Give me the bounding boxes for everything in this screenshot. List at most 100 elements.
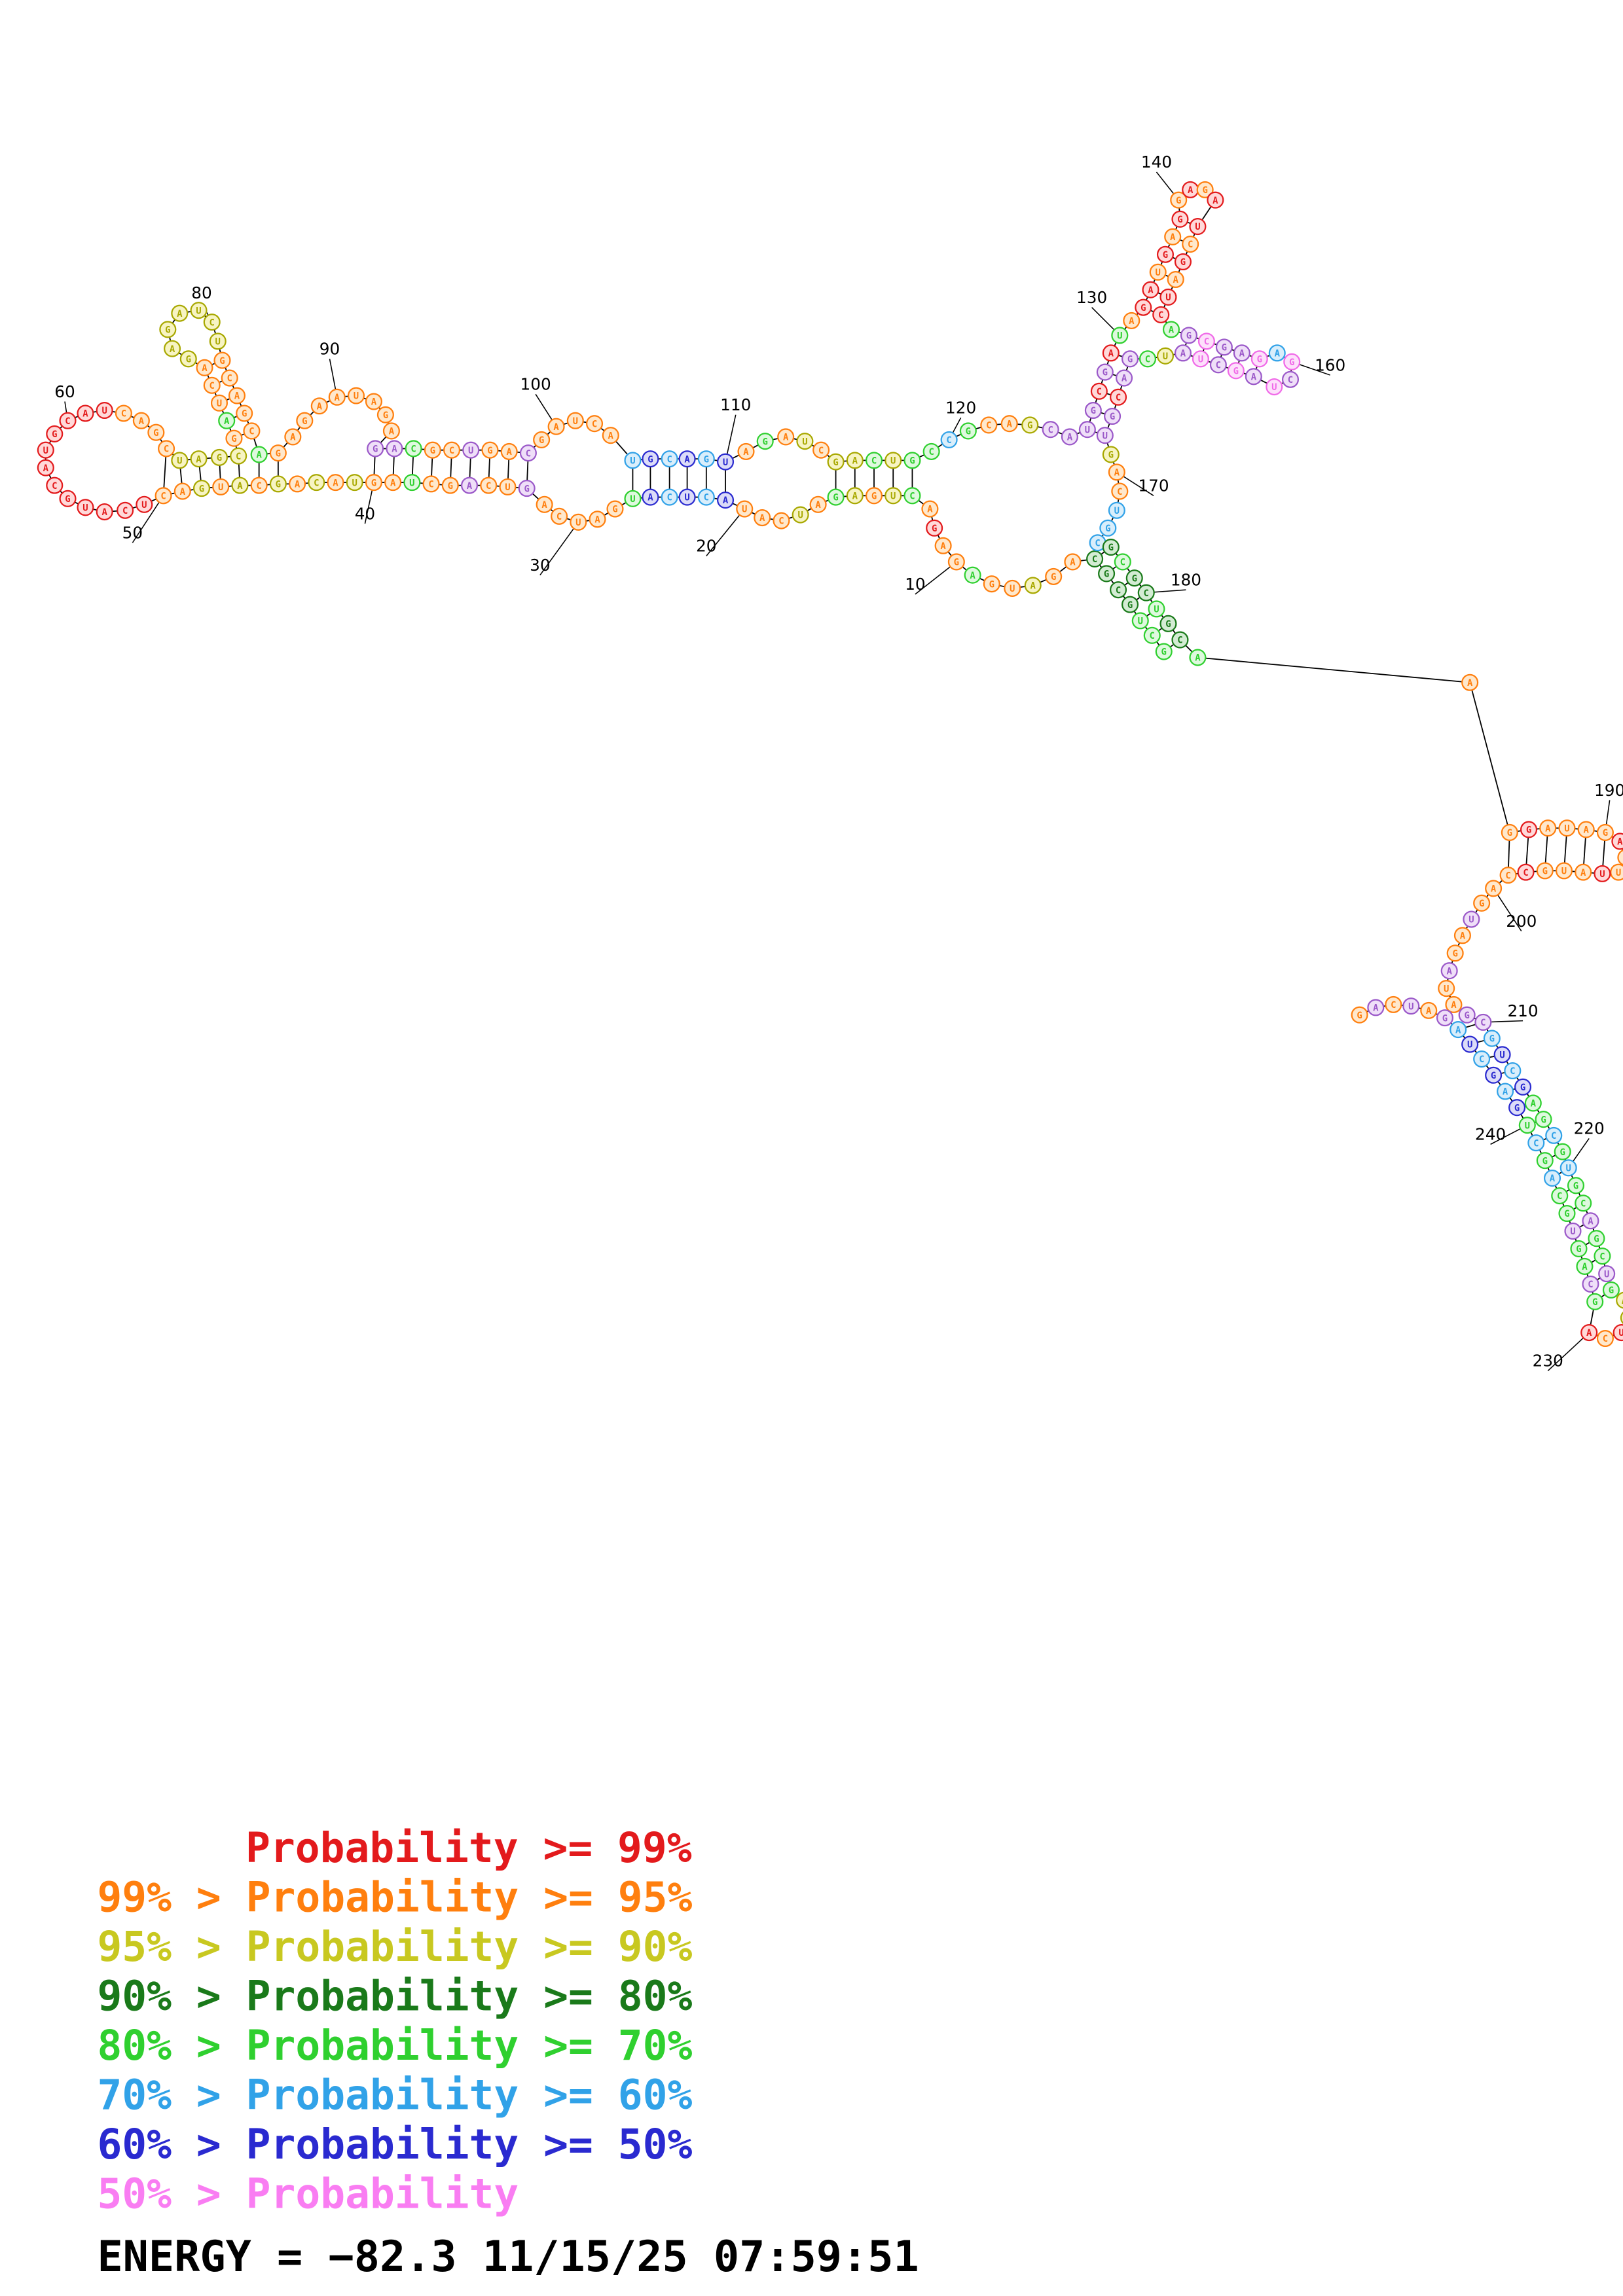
nucleotide-letter: G (1573, 1181, 1578, 1191)
nucleotide (37, 459, 54, 476)
nucleotide (1104, 407, 1122, 425)
nucleotide (1245, 368, 1262, 386)
nucleotide-letter: A (1170, 232, 1176, 243)
nucleotide-letter: U (1114, 506, 1120, 516)
nucleotide (328, 388, 346, 406)
nucleotide-letter: C (1117, 487, 1122, 497)
nucleotide (327, 474, 344, 492)
nucleotide-letter: C (666, 493, 672, 503)
nucleotide-letter: G (1177, 215, 1182, 225)
nucleotide-letter: G (1442, 1013, 1448, 1024)
nucleotide-letter: C (164, 444, 169, 455)
nucleotide-letter: U (217, 399, 222, 409)
nucleotide (1367, 999, 1385, 1016)
nucleotide (1458, 1006, 1476, 1024)
nucleotide-letter: C (1391, 1000, 1396, 1011)
nucleotide (1042, 421, 1059, 439)
nucleotide (1171, 210, 1189, 228)
nucleotide (212, 478, 230, 495)
nucleotide (717, 453, 735, 471)
nucleotide-letter: A (1007, 419, 1013, 429)
nucleotide-letter: G (954, 558, 959, 568)
nucleotide (228, 387, 246, 404)
nucleotide-letter: U (742, 505, 747, 515)
energy-line: ENERGY = −82.3 11/15/25 07:59:51 (97, 2233, 919, 2282)
nucleotide-letter: G (1186, 331, 1192, 342)
position-label: 160 (1315, 355, 1345, 374)
nucleotide-letter: A (1622, 1296, 1623, 1306)
nucleotide-letter: G (1514, 1103, 1520, 1113)
nucleotide (947, 553, 965, 571)
nucleotide-letter: C (314, 478, 319, 488)
nucleotide-letter: C (1092, 554, 1097, 565)
nucleotide (499, 478, 517, 495)
nucleotide-letter: C (1557, 1191, 1562, 1202)
nucleotide (115, 404, 132, 422)
nucleotide-letter: U (797, 511, 803, 521)
position-label: 130 (1076, 288, 1107, 307)
nucleotide (155, 487, 172, 505)
legend-row: 99% > Probability >= 95% (97, 1874, 692, 1922)
nucleotide-letter: C (778, 516, 784, 527)
nucleotide (210, 448, 228, 466)
nucleotide (209, 332, 227, 350)
nucleotide (934, 537, 952, 554)
nucleotide (1197, 332, 1215, 350)
nucleotide (384, 474, 402, 492)
nucleotide (1576, 1257, 1594, 1275)
nucleotide-letter: C (256, 481, 261, 492)
nucleotide-letter: G (52, 429, 57, 440)
nucleotide (1122, 350, 1139, 368)
nucleotide-letter: A (506, 447, 512, 457)
nucleotide (1450, 1021, 1467, 1039)
nucleotide-letter: A (1251, 372, 1257, 382)
nucleotide (980, 416, 998, 434)
nucleotide (1162, 321, 1180, 338)
nucleotide (1445, 996, 1463, 1013)
nucleotide (796, 433, 814, 450)
nucleotide-letter: C (1177, 636, 1182, 646)
nucleotide (1233, 344, 1250, 362)
nucleotide (1122, 596, 1139, 613)
nucleotide-letter: G (1202, 185, 1207, 196)
nucleotide-letter: A (256, 450, 262, 461)
nucleotide-letter: C (1097, 387, 1102, 397)
nucleotide-letter: G (1103, 368, 1108, 378)
nucleotide (551, 507, 568, 525)
nucleotide (1493, 1046, 1511, 1064)
nucleotide-letter: A (196, 454, 202, 465)
nucleotide (221, 369, 238, 387)
nucleotide (1483, 1030, 1501, 1047)
nucleotide-letter: A (333, 478, 338, 488)
nucleotide-letter: G (1479, 899, 1484, 909)
nucleotide (624, 452, 642, 469)
nucleotide (196, 359, 213, 376)
nucleotide (1189, 649, 1207, 666)
nucleotide-letter: A (224, 416, 230, 427)
nucleotide (1539, 819, 1557, 837)
position-label: 220 (1574, 1119, 1605, 1138)
nucleotide-letter: G (704, 454, 709, 465)
nucleotide-letter: C (1158, 310, 1163, 321)
nucleotide-letter: C (1116, 585, 1121, 596)
nucleotide (1196, 181, 1214, 198)
nucleotide (964, 566, 981, 584)
nucleotide-letter: C (249, 427, 254, 437)
nucleotide-letter: G (1289, 357, 1294, 368)
nucleotide (1545, 1126, 1563, 1144)
nucleotide-letter: U (723, 457, 728, 468)
nucleotide (773, 512, 790, 529)
nucleotide-letter: A (1455, 1025, 1461, 1035)
nucleotide (1558, 819, 1576, 837)
nucleotide-letter: A (594, 514, 600, 525)
nucleotide (382, 422, 400, 440)
nucleotide-letter: U (1138, 617, 1143, 627)
nucleotide-letter: A (1114, 468, 1120, 478)
nucleotide (903, 487, 921, 505)
nucleotide-letter: C (236, 452, 241, 462)
nucleotide-letter: A (1586, 1328, 1592, 1338)
nucleotide (533, 431, 551, 448)
nucleotide (310, 397, 328, 415)
nucleotide (846, 487, 864, 505)
nucleotide (1586, 1293, 1604, 1310)
